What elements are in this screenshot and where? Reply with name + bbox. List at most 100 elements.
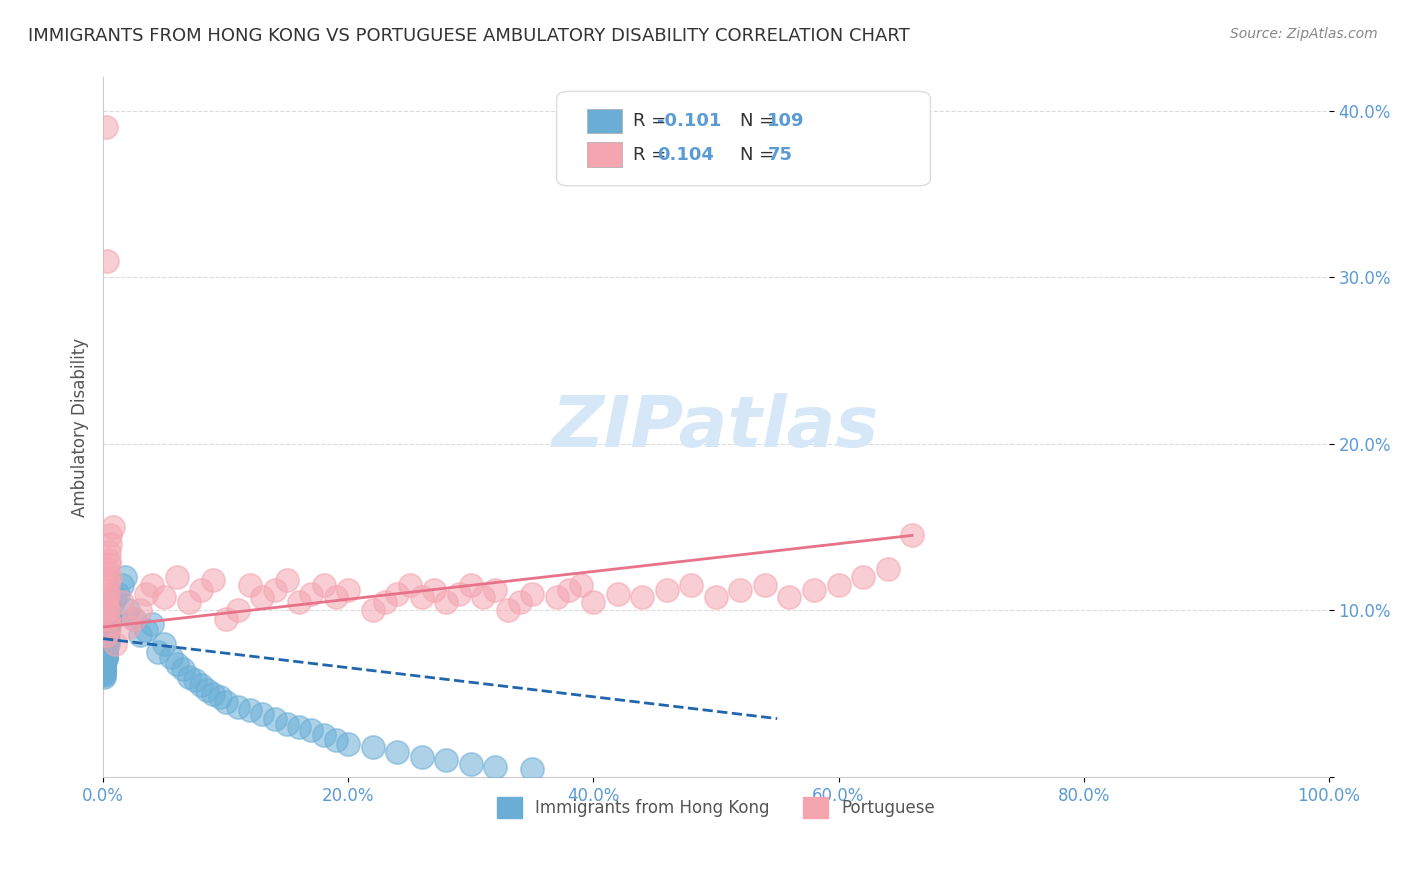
Point [496,603,519,617]
Point [93,658,115,673]
Point [122,612,145,626]
Point [104,590,127,604]
Point [96,628,118,642]
Point [101,520,124,534]
Point [97,637,120,651]
Point [94,595,117,609]
Point [239,703,262,717]
Point [239,578,262,592]
Point [202,687,225,701]
Point [509,595,531,609]
Point [288,720,311,734]
Point [631,590,654,604]
Point [98,557,121,571]
Point [98,616,121,631]
Text: R =: R = [633,145,672,164]
Point [93,657,115,671]
Point [104,637,127,651]
Point [94,648,117,663]
Point [97,574,120,588]
Point [184,673,207,688]
Point [93,666,115,681]
Text: R =: R = [633,112,672,130]
Point [398,578,420,592]
Point [361,603,384,617]
Point [93,653,115,667]
Point [97,633,120,648]
Point [177,670,200,684]
Text: 75: 75 [768,145,793,164]
Point [100,610,122,624]
Text: -0.101: -0.101 [657,112,721,130]
FancyBboxPatch shape [557,91,931,186]
Point [129,603,152,617]
Point [655,583,678,598]
Point [117,603,139,617]
Point [96,632,118,646]
Point [166,570,188,584]
Point [96,624,118,638]
Point [94,641,117,656]
Point [190,583,212,598]
Point [141,578,163,592]
Point [94,650,117,665]
Point [337,583,360,598]
Point [159,650,181,665]
Point [423,583,446,598]
Point [110,578,132,592]
Point [97,618,120,632]
Point [96,624,118,638]
Point [202,574,225,588]
Point [96,628,118,642]
Point [387,745,409,759]
Point [190,678,212,692]
Point [94,647,117,661]
Point [94,638,117,652]
Point [97,620,120,634]
Point [129,628,152,642]
Point [312,728,335,742]
Point [93,658,115,673]
Text: N =: N = [741,112,780,130]
Point [94,640,117,654]
Y-axis label: Ambulatory Disability: Ambulatory Disability [72,337,89,516]
Point [94,640,117,654]
Point [215,612,238,626]
Point [98,545,121,559]
Point [93,668,115,682]
Point [94,643,117,657]
Point [411,750,433,764]
Legend: Immigrants from Hong Kong, Portuguese: Immigrants from Hong Kong, Portuguese [491,791,942,824]
Point [100,528,122,542]
Point [472,590,495,604]
Point [93,665,115,679]
Point [546,590,568,604]
Point [96,625,118,640]
Point [96,625,118,640]
Point [177,595,200,609]
Point [97,616,120,631]
Point [93,670,115,684]
Point [681,578,703,592]
Point [96,253,118,268]
Point [153,637,176,651]
Point [876,562,898,576]
Point [93,663,115,677]
Text: N =: N = [741,145,780,164]
Point [94,120,117,135]
Point [288,595,311,609]
Point [98,553,121,567]
Point [411,590,433,604]
Point [325,590,347,604]
Point [94,628,117,642]
Point [107,587,129,601]
Point [97,612,120,626]
Point [101,595,124,609]
Point [374,595,396,609]
Point [96,603,118,617]
Point [122,612,145,626]
Point [226,700,249,714]
Text: ZIPatlas: ZIPatlas [553,392,880,462]
Point [276,716,298,731]
Point [93,665,115,679]
